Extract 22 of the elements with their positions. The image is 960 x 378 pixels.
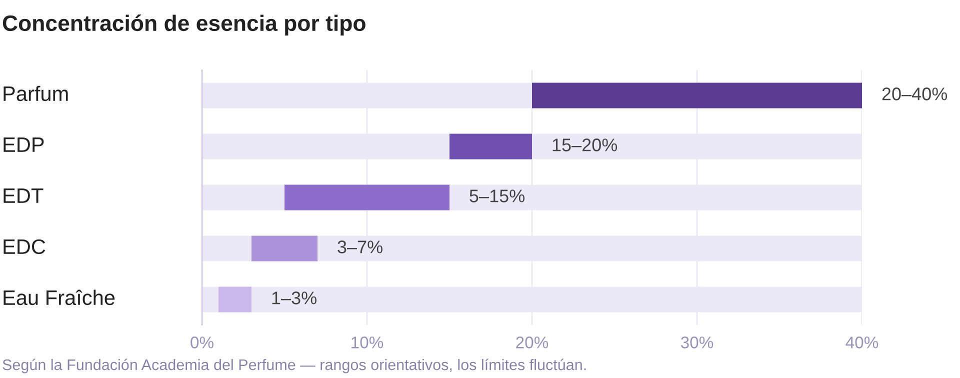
x-tick-label: 10% (352, 336, 384, 348)
x-tick-label: 20% (516, 336, 548, 348)
y-tick-label: Eau Fraîche (4, 290, 115, 306)
y-tick-label: EDP (4, 138, 44, 152)
annotation: 15–20% (552, 138, 618, 152)
y-tick-label: Parfum (4, 86, 68, 102)
y-tick-label: EDT (4, 188, 44, 203)
bar (252, 236, 318, 262)
chart-title: Concentración de esencia por tipo (2, 14, 366, 36)
bar (218, 286, 252, 312)
annotation: 5–15% (470, 190, 525, 202)
annotation: 3–7% (338, 240, 382, 254)
bar (284, 184, 450, 210)
annotation: 20–40% (882, 88, 948, 100)
x-tick-label: 40% (846, 336, 878, 348)
annotation: 1–3% (272, 292, 316, 304)
x-tick-label: 30% (680, 336, 714, 348)
bar (532, 82, 862, 108)
bar (450, 134, 532, 160)
text: Según la Fundación Academia del Perfume — rangos orientativos, los límites fluctúan. (2, 358, 586, 374)
x-tick-label: 0% (190, 336, 214, 348)
y-tick-label: EDC (4, 239, 46, 254)
